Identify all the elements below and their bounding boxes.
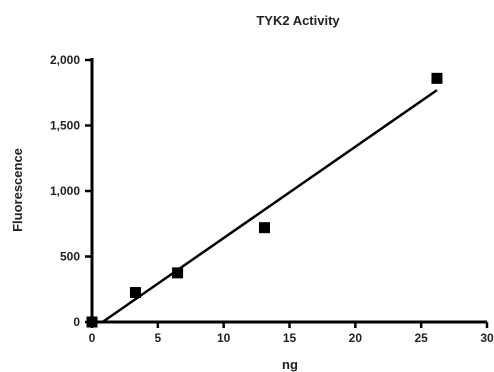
data-points <box>86 72 443 328</box>
x-tick-label: 10 <box>217 331 231 345</box>
data-point <box>86 316 98 328</box>
x-tick-label: 15 <box>283 331 297 345</box>
chart-title: TYK2 Activity <box>256 13 340 28</box>
x-tick-label: 30 <box>480 331 494 345</box>
y-tick-label: 0 <box>73 315 80 329</box>
trendline-group <box>101 89 438 324</box>
trendline <box>101 89 438 324</box>
x-tick-label: 0 <box>89 331 96 345</box>
x-tick-label: 5 <box>154 331 161 345</box>
data-point <box>172 267 184 279</box>
data-point <box>129 287 141 299</box>
y-tick-label: 500 <box>60 250 80 264</box>
x-tick-label: 25 <box>414 331 428 345</box>
y-tick-label: 1,000 <box>50 184 80 198</box>
ticks <box>85 58 489 328</box>
tick-labels: 0 5 10 15 20 25 30 0 500 1,000 1,500 2,000 <box>50 53 494 345</box>
y-axis-label: Fluorescence <box>10 148 25 232</box>
y-tick-label: 2,000 <box>50 53 80 67</box>
y-tick-label: 1,500 <box>50 119 80 133</box>
x-axis-label: ng <box>282 357 298 372</box>
data-point <box>258 222 270 234</box>
data-point <box>431 72 443 84</box>
x-tick-label: 20 <box>349 331 363 345</box>
